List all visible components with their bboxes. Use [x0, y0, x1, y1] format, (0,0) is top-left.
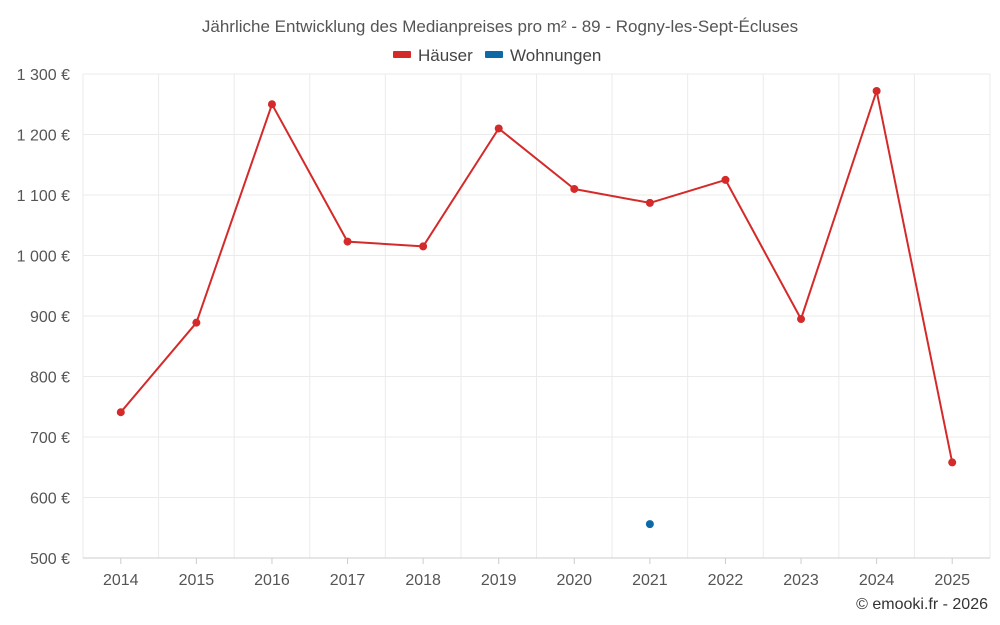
x-tick-label: 2024 [859, 572, 895, 589]
x-axis-labels: 2014 2015 2016 2017 2018 2019 2020 2021 2022 2023… [103, 572, 970, 589]
data-point[interactable] [192, 318, 201, 327]
y-tick-label: 1 000 € [17, 249, 70, 266]
data-point[interactable] [419, 242, 428, 251]
legend: Häuser Wohnungen [393, 46, 601, 65]
data-point[interactable] [645, 520, 654, 529]
y-tick-label: 900 € [30, 309, 70, 326]
series-haeuser [116, 86, 957, 467]
data-point[interactable] [797, 315, 806, 324]
data-point[interactable] [494, 124, 503, 133]
y-tick-label: 800 € [30, 370, 70, 387]
chart-title: Jährliche Entwicklung des Medianpreises … [202, 17, 798, 36]
y-tick-label: 1 300 € [17, 67, 70, 84]
data-point[interactable] [570, 184, 579, 193]
x-tick-label: 2015 [179, 572, 215, 589]
y-axis-labels: 500 € 600 € 700 € 800 € 900 € 1 000 € 1 100 € 1… [17, 67, 70, 568]
legend-item-haeuser[interactable]: Häuser [393, 46, 473, 65]
data-point[interactable] [267, 100, 276, 109]
legend-label-wohnungen: Wohnungen [510, 46, 601, 65]
grid [82, 73, 991, 564]
x-tick-label: 2019 [481, 572, 517, 589]
x-tick-label: 2018 [405, 572, 441, 589]
y-tick-label: 1 200 € [17, 128, 70, 145]
legend-item-wohnungen[interactable]: Wohnungen [485, 46, 601, 65]
legend-swatch-haeuser [393, 51, 411, 58]
series-line [120, 89, 954, 463]
y-tick-label: 600 € [30, 491, 70, 508]
data-point[interactable] [116, 408, 125, 417]
legend-label-haeuser: Häuser [418, 46, 473, 65]
credit-text: © emooki.fr - 2026 [856, 596, 988, 613]
data-point[interactable] [645, 198, 654, 207]
y-tick-label: 700 € [30, 430, 70, 447]
x-tick-label: 2025 [934, 572, 970, 589]
series-layer [116, 86, 957, 529]
x-tick-label: 2023 [783, 572, 819, 589]
data-point[interactable] [343, 237, 352, 246]
y-tick-label: 1 100 € [17, 188, 70, 205]
legend-swatch-wohnungen [485, 51, 503, 58]
x-tick-label: 2014 [103, 572, 139, 589]
y-tick-label: 500 € [30, 551, 70, 568]
data-point[interactable] [721, 175, 730, 184]
series-wohnungen [645, 520, 654, 529]
x-tick-label: 2017 [330, 572, 366, 589]
x-tick-label: 2022 [708, 572, 744, 589]
x-tick-label: 2016 [254, 572, 290, 589]
data-point[interactable] [948, 458, 957, 467]
data-point[interactable] [872, 86, 881, 95]
x-tick-label: 2021 [632, 572, 668, 589]
x-tick-label: 2020 [556, 572, 592, 589]
